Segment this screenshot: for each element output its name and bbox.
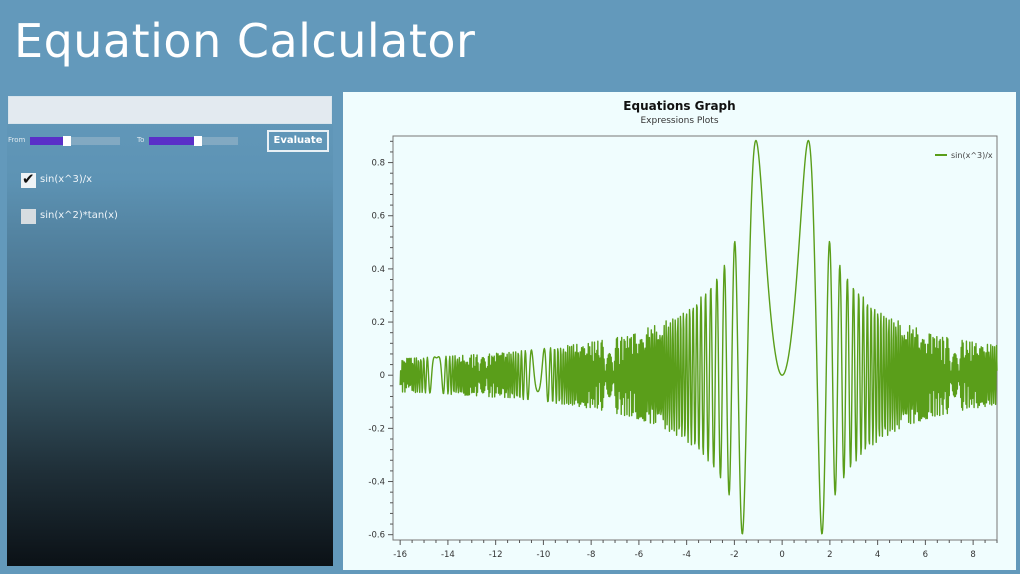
x-tick-label: -8: [587, 550, 595, 560]
from-slider[interactable]: [30, 136, 120, 146]
from-label: From: [8, 136, 26, 144]
from-slider-fill: [30, 137, 67, 145]
x-tick-label: -16: [393, 550, 407, 560]
equation-label-0: sin(x^3)/x: [40, 174, 93, 185]
x-tick-label: 0: [779, 550, 784, 560]
series-line: [399, 139, 998, 535]
x-tick-label: 2: [827, 550, 832, 560]
left-panel: From To Evaluate ✔ sin(x^3)/x sin(x^2)*t…: [7, 94, 333, 566]
y-tick-label: -0.6: [368, 531, 385, 541]
checkmark-icon: ✔: [22, 170, 35, 188]
x-tick-label: 4: [875, 550, 880, 560]
to-slider-thumb[interactable]: [193, 136, 202, 146]
equation-label-1: sin(x^2)*tan(x): [40, 210, 118, 221]
y-tick-label: 0.6: [371, 212, 385, 222]
y-tick-label: 0.8: [371, 159, 385, 169]
y-tick-label: 0.4: [371, 265, 385, 275]
x-tick-label: -4: [682, 550, 690, 560]
y-tick-label: 0.2: [371, 318, 385, 328]
x-tick-label: -14: [441, 550, 455, 560]
to-slider[interactable]: [149, 136, 238, 146]
x-tick-label: 8: [970, 550, 975, 560]
to-slider-fill: [149, 137, 198, 145]
range-row: From To: [7, 136, 333, 148]
y-tick-label: -0.2: [368, 424, 385, 434]
x-tick-label: -10: [536, 550, 550, 560]
y-tick-label: -0.4: [368, 478, 385, 488]
plot-area: -0.6 -0.4 -0.2 0 0.2 0.4 0.6 0.8 -16 -14 -12 -10 -8 -…: [368, 135, 998, 560]
to-label: To: [137, 136, 145, 144]
graph-panel: Equations Graph Expressions Plots -0.6 -0…: [343, 92, 1016, 570]
plot-frame: [392, 135, 998, 541]
evaluate-button[interactable]: Evaluate: [267, 130, 329, 152]
legend-label: sin(x^3)/x: [951, 151, 993, 160]
equation-checkbox-0[interactable]: ✔: [21, 170, 36, 188]
from-slider-thumb[interactable]: [62, 136, 71, 146]
equation-checkbox-1[interactable]: [21, 209, 36, 224]
x-tick-label: -2: [730, 550, 738, 560]
expression-input[interactable]: [8, 96, 332, 124]
y-tick-label: 0: [380, 371, 385, 381]
chart-subtitle: Expressions Plots: [640, 116, 719, 126]
app-title: Equation Calculator: [14, 14, 476, 68]
chart-title: Equations Graph: [623, 99, 736, 113]
x-tick-label: -6: [635, 550, 643, 560]
x-tick-label: -12: [489, 550, 503, 560]
x-tick-label: 6: [923, 550, 928, 560]
